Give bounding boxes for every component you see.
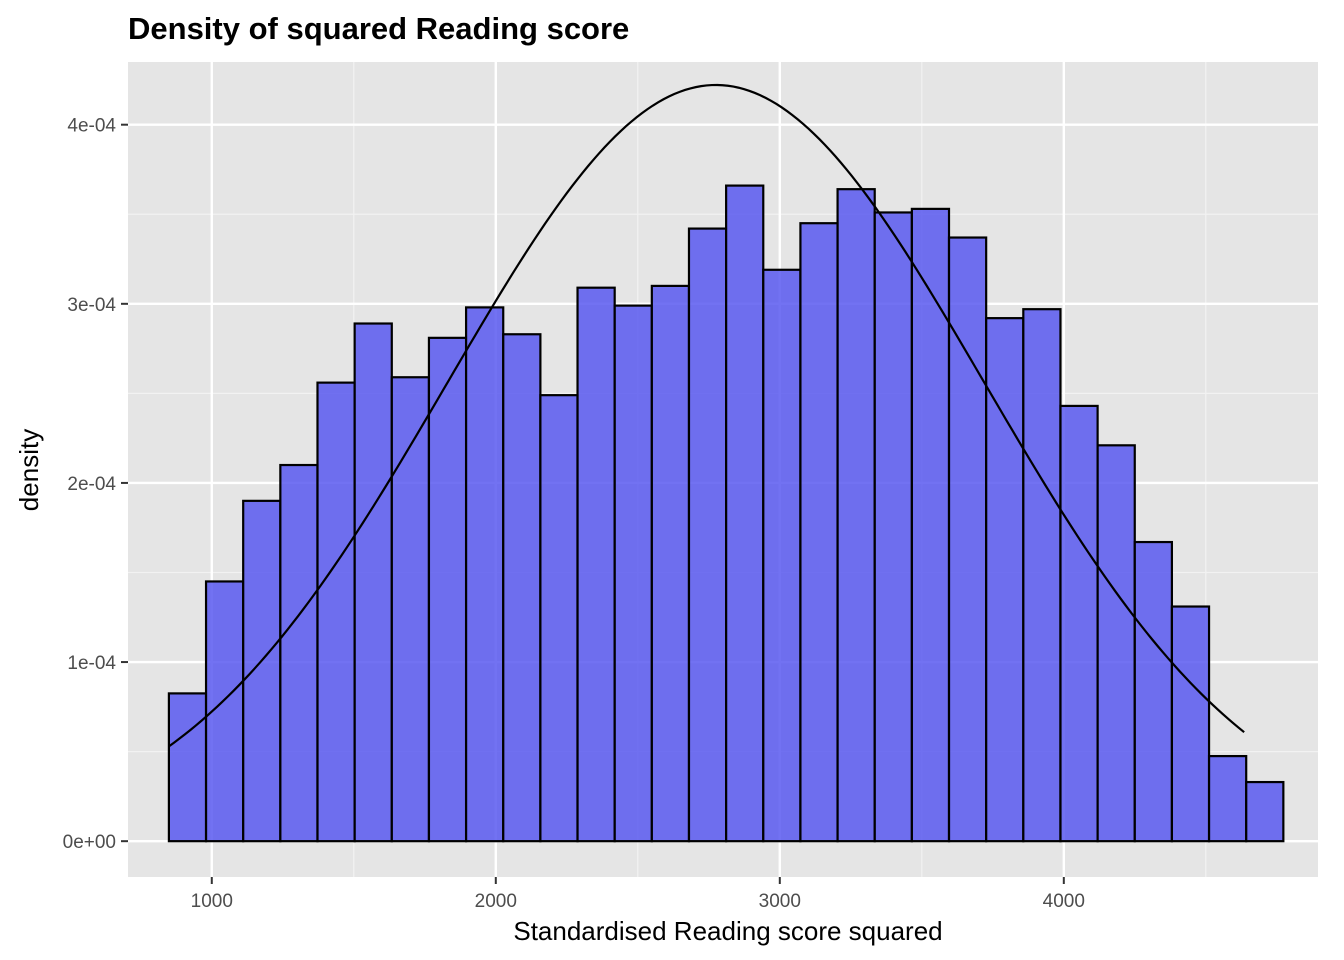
histogram-bar (167, 692, 208, 843)
histogram-bar (1022, 308, 1062, 843)
histogram-bar (873, 211, 913, 843)
histogram-bar (1096, 444, 1136, 843)
histogram-bar (836, 188, 876, 843)
histogram-bar (279, 463, 319, 843)
histogram-bar (687, 227, 728, 843)
y-tick-label: 0e+00 (63, 832, 116, 853)
histogram-bar (799, 222, 839, 843)
x-tick-label: 2000 (475, 891, 517, 912)
y-axis: 0e+00 1e-04 2e-04 3e-04 4e-04 (63, 116, 128, 853)
histogram-bar (1059, 404, 1099, 843)
histogram-bar (1245, 780, 1285, 843)
x-axis: 1000 2000 3000 4000 (191, 877, 1085, 912)
histogram-bar (539, 394, 579, 843)
y-tick-label: 4e-04 (67, 116, 116, 137)
x-axis-title: Standardised Reading score squared (513, 916, 942, 946)
histogram-bar (650, 284, 691, 843)
x-tick-label: 3000 (759, 891, 801, 912)
histogram-bar (910, 207, 951, 843)
histogram-bar (1207, 754, 1248, 843)
histogram-bars (167, 184, 1285, 843)
histogram-bar (576, 286, 616, 843)
histogram-bar (502, 333, 542, 843)
x-tick-label: 1000 (191, 891, 233, 912)
chart-title: Density of squared Reading score (128, 11, 629, 46)
y-axis-title: density (14, 429, 44, 511)
histogram-bar (427, 336, 468, 843)
histogram-bar (464, 306, 505, 843)
histogram-bar (353, 322, 393, 843)
normal-density-curve (168, 83, 1245, 748)
histogram-bar (725, 184, 765, 843)
histogram-bar (1133, 540, 1174, 843)
y-tick-label: 3e-04 (67, 295, 116, 316)
histogram-bar (316, 381, 356, 843)
histogram-bar (242, 499, 282, 843)
histogram-bar (762, 268, 802, 843)
histogram-bar (985, 317, 1025, 843)
histogram-bar (613, 304, 653, 843)
x-tick-label: 4000 (1043, 891, 1085, 912)
y-tick-label: 1e-04 (67, 653, 116, 674)
histogram-bar (1170, 605, 1211, 843)
histogram-bar (947, 236, 988, 843)
y-tick-label: 2e-04 (67, 474, 116, 495)
